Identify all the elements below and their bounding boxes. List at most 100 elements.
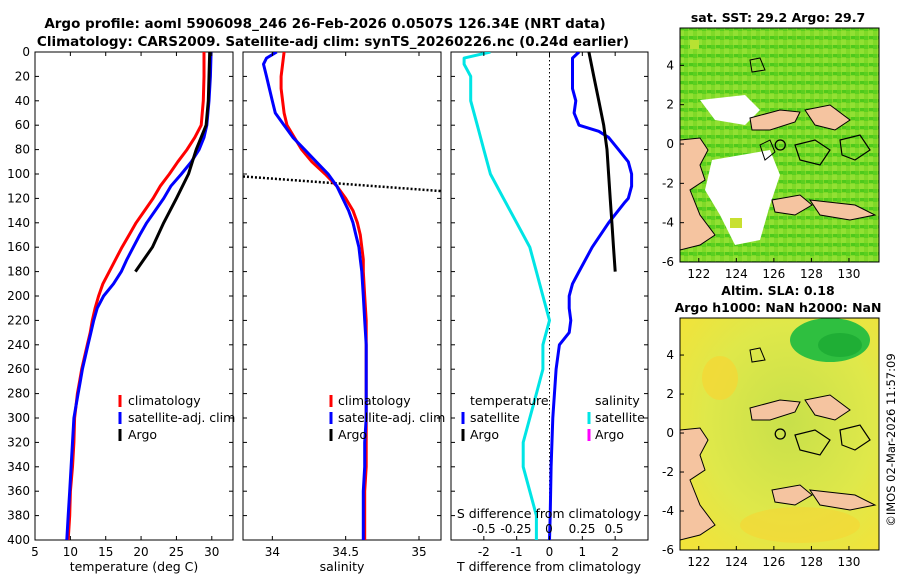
s-tick: 0: [545, 522, 553, 536]
x-tick-label: 1: [579, 545, 587, 559]
legend-label-climatology: climatology: [128, 393, 201, 408]
sla-map-subtitle: Argo h1000: NaN h2000: NaN: [675, 300, 882, 315]
s-tick: -0.5: [472, 522, 495, 536]
depth-tick-label: 320: [7, 435, 30, 449]
depth-tick-label: 120: [7, 191, 30, 205]
missing-data-area: [705, 150, 780, 245]
lon-tick-label: 130: [838, 555, 861, 569]
salinity-xlabel: salinity: [320, 559, 365, 574]
temperature-xlabel: temperature (deg C): [70, 559, 199, 574]
legend-header-salinity: salinity: [595, 393, 640, 408]
depth-tick-label: 220: [7, 313, 30, 327]
land: [804, 104, 851, 131]
lat-tick-label: 4: [666, 348, 674, 362]
legend-label-argo: Argo: [470, 427, 499, 442]
lon-tick-label: 126: [762, 555, 785, 569]
s-difference-ticks: -0.5 -0.25 0 0.25 0.5: [472, 522, 623, 536]
lat-tick-label: 2: [666, 387, 674, 401]
x-tick-label: 34: [265, 545, 280, 559]
lat-tick-label: 0: [666, 137, 674, 151]
lon-tick-label: 128: [800, 267, 823, 281]
lon-tick-label: 130: [838, 267, 861, 281]
land: [804, 394, 851, 421]
depth-tick-label: 40: [15, 94, 30, 108]
imos-credit: ©IMOS 02-Mar-2026 11:57:09: [884, 353, 898, 526]
x-tick-label: -2: [478, 545, 490, 559]
temperature-panel: 5 10 15 20 25 30 temperature (deg C) climatol…: [31, 51, 235, 574]
sst-cell: [730, 218, 742, 228]
salinity-panel: 34 34.5 35 salinity climatology satellite-…: [242, 51, 445, 574]
x-tick-label: 20: [133, 545, 148, 559]
lat-tick-label: -6: [662, 255, 674, 269]
legend-label-satellite: satellite: [470, 410, 520, 425]
depth-tick-label: 160: [7, 240, 30, 254]
difference-panel: -2 -1 0 1 2 T difference from climatology S …: [450, 51, 649, 574]
sla-high-anomaly: [818, 333, 862, 357]
depth-tick-label: 240: [7, 338, 30, 352]
legend-label-salinity-argo: Argo: [595, 427, 624, 442]
lon-tick-label: 122: [687, 555, 710, 569]
depth-tick-label: 140: [7, 216, 30, 230]
lat-tick-label: 4: [666, 58, 674, 72]
land: [771, 194, 813, 216]
coastline: [794, 429, 831, 456]
mixed-layer-dotted-line: [243, 175, 441, 193]
sst-map-panel: sat. SST: 29.2 Argo: 29.7 122 124 126 128 13…: [662, 10, 880, 281]
lat-tick-label: 2: [666, 98, 674, 112]
x-tick-label: 34.5: [332, 545, 359, 559]
coastline: [839, 424, 871, 451]
sst-map-title: sat. SST: 29.2 Argo: 29.7: [691, 10, 865, 25]
land: [808, 489, 877, 511]
depth-tick-label: 200: [7, 289, 30, 303]
legend-label-argo: Argo: [338, 427, 367, 442]
x-tick-label: 25: [169, 545, 184, 559]
x-tick-label: 30: [204, 545, 219, 559]
missing-data-area: [700, 95, 760, 125]
lon-tick-label: 128: [800, 555, 823, 569]
argo-position-marker: [774, 428, 786, 440]
land: [749, 399, 801, 421]
depth-tick-label: 360: [7, 484, 30, 498]
depth-tick-label: 180: [7, 265, 30, 279]
sst-cell: [690, 40, 699, 49]
figure-title-line2: Climatology: CARS2009. Satellite-adj cli…: [37, 34, 629, 50]
x-tick-label: 15: [98, 545, 113, 559]
legend-label-satellite: satellite-adj. clim: [338, 410, 445, 425]
x-tick-label: 35: [411, 545, 426, 559]
sst-map-field: [680, 28, 879, 262]
s-tick: -0.25: [500, 522, 531, 536]
land: [680, 137, 716, 251]
series-line-satellite: [262, 52, 368, 540]
x-tick-label: -1: [511, 545, 523, 559]
figure-title-line1: Argo profile: aoml 5906098_246 26-Feb-20…: [44, 16, 605, 32]
lat-tick-label: -4: [662, 504, 674, 518]
lon-tick-label: 124: [725, 555, 748, 569]
land: [771, 484, 813, 506]
land: [749, 109, 801, 131]
series-line-argo: [587, 52, 617, 272]
depth-tick-label: 280: [7, 387, 30, 401]
lon-tick-label: 126: [762, 267, 785, 281]
difference-xlabel: T difference from climatology: [456, 559, 642, 574]
depth-tick-label: 380: [7, 509, 30, 523]
legend-label-argo: Argo: [128, 427, 157, 442]
temperature-legend: climatology satellite-adj. clim Argo: [118, 393, 235, 442]
coastline: [749, 347, 766, 363]
legend-header-temperature: temperature: [470, 393, 549, 408]
depth-tick-label: 300: [7, 411, 30, 425]
depth-tick-label: 0: [22, 45, 30, 59]
depth-tick-label: 100: [7, 167, 30, 181]
lon-tick-label: 124: [725, 267, 748, 281]
sla-map-field: [680, 318, 879, 550]
s-tick: 0.5: [604, 522, 623, 536]
lat-tick-label: -2: [662, 176, 674, 190]
lon-tick-label: 122: [687, 267, 710, 281]
depth-tick-label: 400: [7, 533, 30, 547]
lat-tick-label: -2: [662, 465, 674, 479]
depth-axis: 0 20 40 60 80 100 120 140 160 180 200 220 240 260 280 3…: [7, 45, 30, 547]
depth-tick-label: 20: [15, 69, 30, 83]
series-line-salinity_sat: [462, 52, 551, 540]
sla-map-panel: Altim. SLA: 0.18 Argo h1000: NaN h2000: …: [662, 283, 881, 569]
legend-label-salinity-satellite: satellite: [595, 410, 645, 425]
difference-legend-temperature: temperature satellite Argo: [461, 393, 549, 442]
